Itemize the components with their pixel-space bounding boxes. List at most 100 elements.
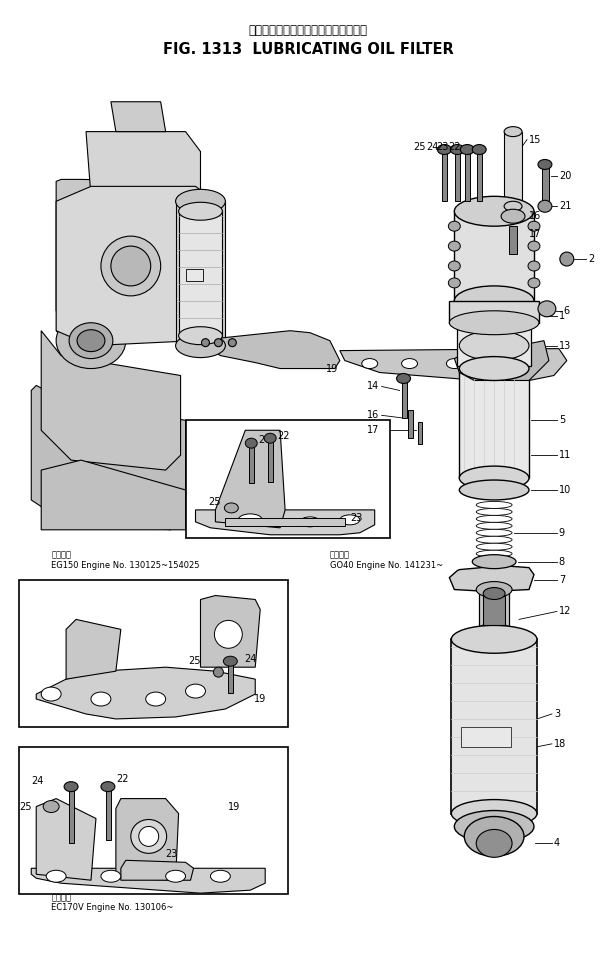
Text: 25: 25 <box>208 497 221 506</box>
Text: 22: 22 <box>448 141 461 152</box>
Ellipse shape <box>46 870 66 882</box>
Ellipse shape <box>224 503 238 513</box>
Ellipse shape <box>437 144 452 155</box>
Ellipse shape <box>472 555 516 569</box>
Ellipse shape <box>491 358 507 368</box>
Bar <box>455 211 534 301</box>
Text: 19: 19 <box>326 363 338 374</box>
Ellipse shape <box>397 373 410 384</box>
Ellipse shape <box>176 189 225 213</box>
Text: 適用号数: 適用号数 <box>51 893 71 902</box>
Ellipse shape <box>538 201 552 212</box>
Bar <box>106 789 111 841</box>
Ellipse shape <box>166 870 185 882</box>
Ellipse shape <box>476 522 512 529</box>
Polygon shape <box>455 341 549 381</box>
Ellipse shape <box>41 687 61 701</box>
Ellipse shape <box>224 656 237 666</box>
Text: EG150 Engine No. 130125~154025: EG150 Engine No. 130125~154025 <box>51 561 200 570</box>
Ellipse shape <box>472 144 486 155</box>
Bar <box>402 381 407 418</box>
Text: 23: 23 <box>166 849 178 859</box>
Text: 21: 21 <box>559 202 571 211</box>
Text: 24: 24 <box>245 655 257 664</box>
Ellipse shape <box>264 433 276 443</box>
Polygon shape <box>340 349 567 381</box>
Polygon shape <box>216 431 285 528</box>
Bar <box>56 202 216 331</box>
Ellipse shape <box>476 529 512 537</box>
Bar <box>509 226 517 254</box>
Polygon shape <box>449 565 534 591</box>
Bar <box>176 202 225 346</box>
Ellipse shape <box>452 800 537 828</box>
Bar <box>249 445 254 483</box>
Text: 19: 19 <box>229 802 241 811</box>
Ellipse shape <box>91 693 111 706</box>
Ellipse shape <box>448 242 460 251</box>
Ellipse shape <box>528 221 540 231</box>
Ellipse shape <box>476 515 512 522</box>
Text: 20: 20 <box>559 171 571 181</box>
Ellipse shape <box>77 330 105 352</box>
Ellipse shape <box>238 514 262 526</box>
Ellipse shape <box>214 339 222 347</box>
Text: 25: 25 <box>188 656 200 666</box>
Text: 18: 18 <box>554 739 566 749</box>
Bar <box>185 421 390 538</box>
Polygon shape <box>31 868 265 893</box>
Text: 適用号数: 適用号数 <box>51 550 71 560</box>
Ellipse shape <box>300 517 320 527</box>
Bar <box>408 410 413 438</box>
Bar <box>69 789 74 843</box>
Text: 23: 23 <box>436 141 448 152</box>
Text: 7: 7 <box>559 575 565 584</box>
Text: 1: 1 <box>559 311 565 320</box>
Text: 22: 22 <box>277 431 290 441</box>
Text: 13: 13 <box>559 341 571 351</box>
Ellipse shape <box>464 816 524 856</box>
Bar <box>477 152 482 202</box>
Ellipse shape <box>460 480 529 500</box>
Polygon shape <box>116 799 179 880</box>
Ellipse shape <box>131 819 167 853</box>
Bar <box>479 591 509 631</box>
Ellipse shape <box>483 587 505 599</box>
Polygon shape <box>31 386 185 530</box>
Ellipse shape <box>448 261 460 271</box>
Text: EC170V Engine No. 130106~: EC170V Engine No. 130106~ <box>51 903 174 912</box>
Bar <box>457 325 531 365</box>
Ellipse shape <box>504 202 522 211</box>
Ellipse shape <box>476 830 512 857</box>
Ellipse shape <box>455 197 534 226</box>
Bar <box>542 167 549 202</box>
Ellipse shape <box>455 810 534 843</box>
Bar <box>185 269 203 281</box>
Ellipse shape <box>476 502 512 508</box>
Ellipse shape <box>452 625 537 654</box>
Text: 17: 17 <box>529 229 541 240</box>
Polygon shape <box>111 101 166 131</box>
Text: ルーブリケーティングオイルフィルタ: ルーブリケーティングオイルフィルタ <box>248 23 368 37</box>
Ellipse shape <box>528 278 540 288</box>
Ellipse shape <box>521 358 537 368</box>
Ellipse shape <box>476 543 512 550</box>
Text: 19: 19 <box>254 694 267 704</box>
Text: 6: 6 <box>564 306 570 316</box>
Text: 11: 11 <box>559 450 571 460</box>
Ellipse shape <box>448 278 460 288</box>
Ellipse shape <box>528 242 540 251</box>
Ellipse shape <box>201 339 209 347</box>
Ellipse shape <box>476 623 512 639</box>
Ellipse shape <box>460 356 529 381</box>
Bar <box>442 152 447 202</box>
Polygon shape <box>195 510 375 535</box>
Ellipse shape <box>450 144 464 155</box>
Ellipse shape <box>179 203 222 220</box>
Text: 9: 9 <box>559 528 565 538</box>
Bar <box>452 639 537 813</box>
Polygon shape <box>36 667 255 719</box>
Bar <box>225 518 345 526</box>
Ellipse shape <box>101 870 121 882</box>
Polygon shape <box>56 179 216 339</box>
